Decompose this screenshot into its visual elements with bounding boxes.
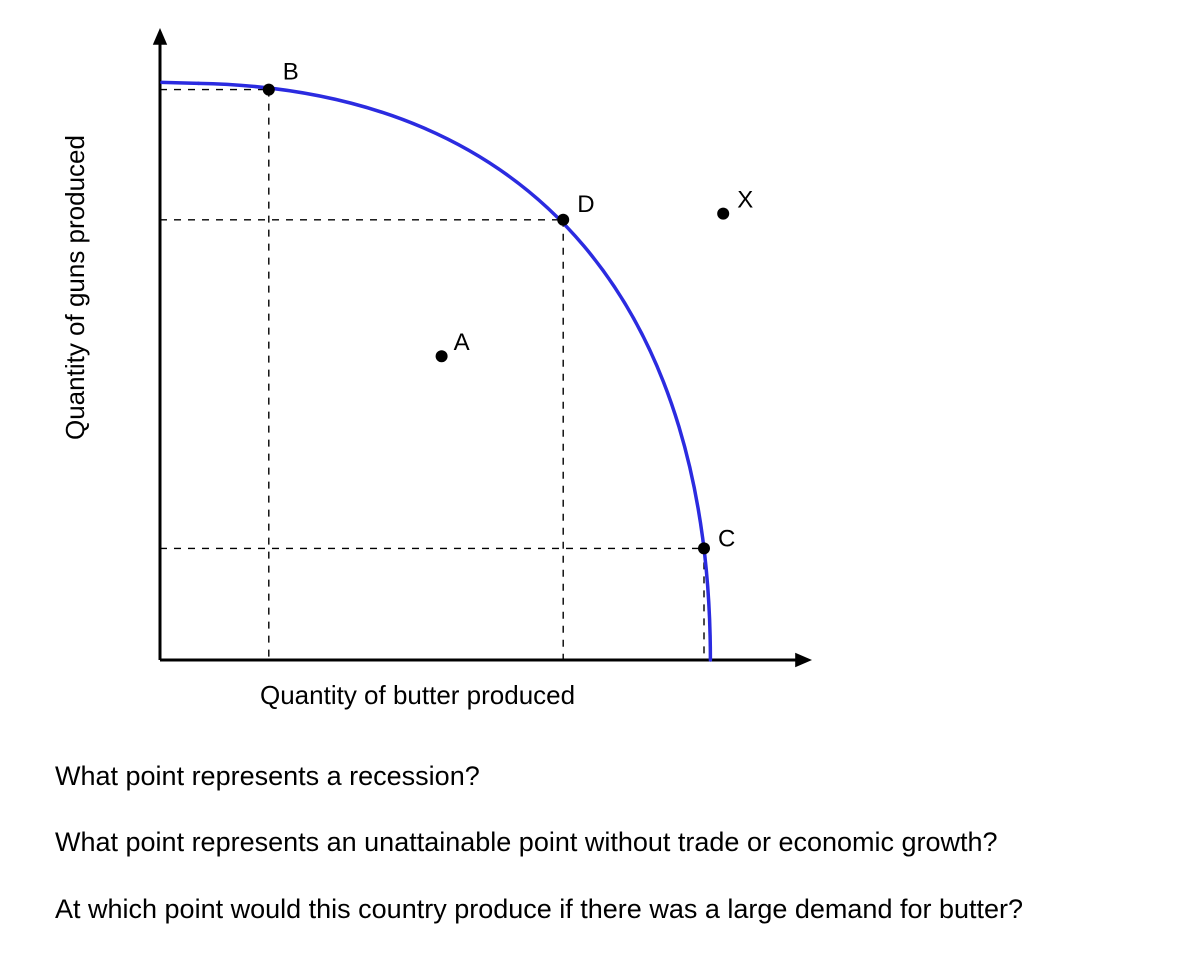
point-label-A: A bbox=[454, 329, 470, 356]
y-axis-label: Quantity of guns produced bbox=[60, 135, 91, 440]
point-C bbox=[698, 542, 710, 554]
point-D bbox=[557, 214, 569, 226]
question-2: What point represents an unattainable po… bbox=[55, 826, 1200, 858]
point-label-D: D bbox=[577, 191, 594, 218]
point-label-B: B bbox=[283, 59, 299, 86]
question-3: At which point would this country produc… bbox=[55, 893, 1200, 925]
point-B bbox=[263, 84, 275, 96]
point-label-X: X bbox=[737, 187, 753, 214]
point-A bbox=[436, 350, 448, 362]
x-axis-label: Quantity of butter produced bbox=[260, 680, 575, 711]
ppf-chart: Quantity of guns produced ABCDX Quantity… bbox=[70, 20, 870, 720]
question-1: What point represents a recession? bbox=[55, 760, 1200, 792]
chart-svg: A B C D X bbox=[70, 20, 870, 720]
point-label-C: C bbox=[718, 525, 735, 552]
question-block: What point represents a recession? What … bbox=[55, 760, 1200, 925]
point-X bbox=[717, 208, 729, 220]
